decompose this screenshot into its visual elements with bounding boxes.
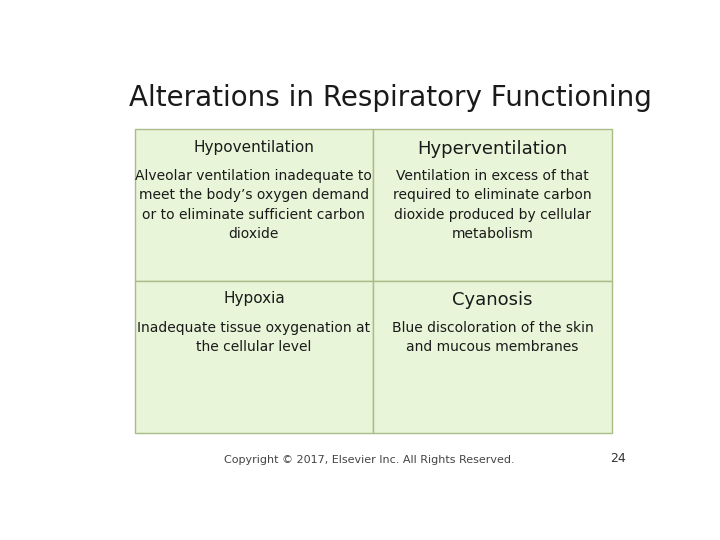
Text: Cyanosis: Cyanosis [452,292,533,309]
Text: Copyright © 2017, Elsevier Inc. All Rights Reserved.: Copyright © 2017, Elsevier Inc. All Righ… [224,455,514,465]
Text: Inadequate tissue oxygenation at
the cellular level: Inadequate tissue oxygenation at the cel… [138,321,371,354]
Bar [135,129,373,281]
Text: Alterations in Respiratory Functioning: Alterations in Respiratory Functioning [129,84,652,112]
Text: Hypoventilation: Hypoventilation [194,140,315,154]
Bar [373,281,612,433]
Bar [135,281,373,433]
Text: Hypoxia: Hypoxia [223,292,285,306]
Text: Blue discoloration of the skin
and mucous membranes: Blue discoloration of the skin and mucou… [392,321,593,354]
Bar [373,129,612,281]
Text: Hyperventilation: Hyperventilation [418,140,567,158]
Text: 24: 24 [610,452,626,465]
Text: Ventilation in excess of that
required to eliminate carbon
dioxide produced by c: Ventilation in excess of that required t… [393,168,592,241]
Text: Alveolar ventilation inadequate to
meet the body’s oxygen demand
or to eliminate: Alveolar ventilation inadequate to meet … [135,168,372,241]
